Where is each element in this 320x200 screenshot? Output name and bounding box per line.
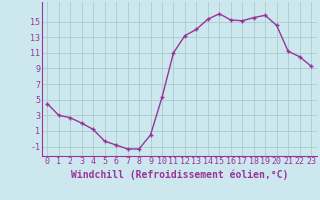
X-axis label: Windchill (Refroidissement éolien,°C): Windchill (Refroidissement éolien,°C) — [70, 169, 288, 180]
